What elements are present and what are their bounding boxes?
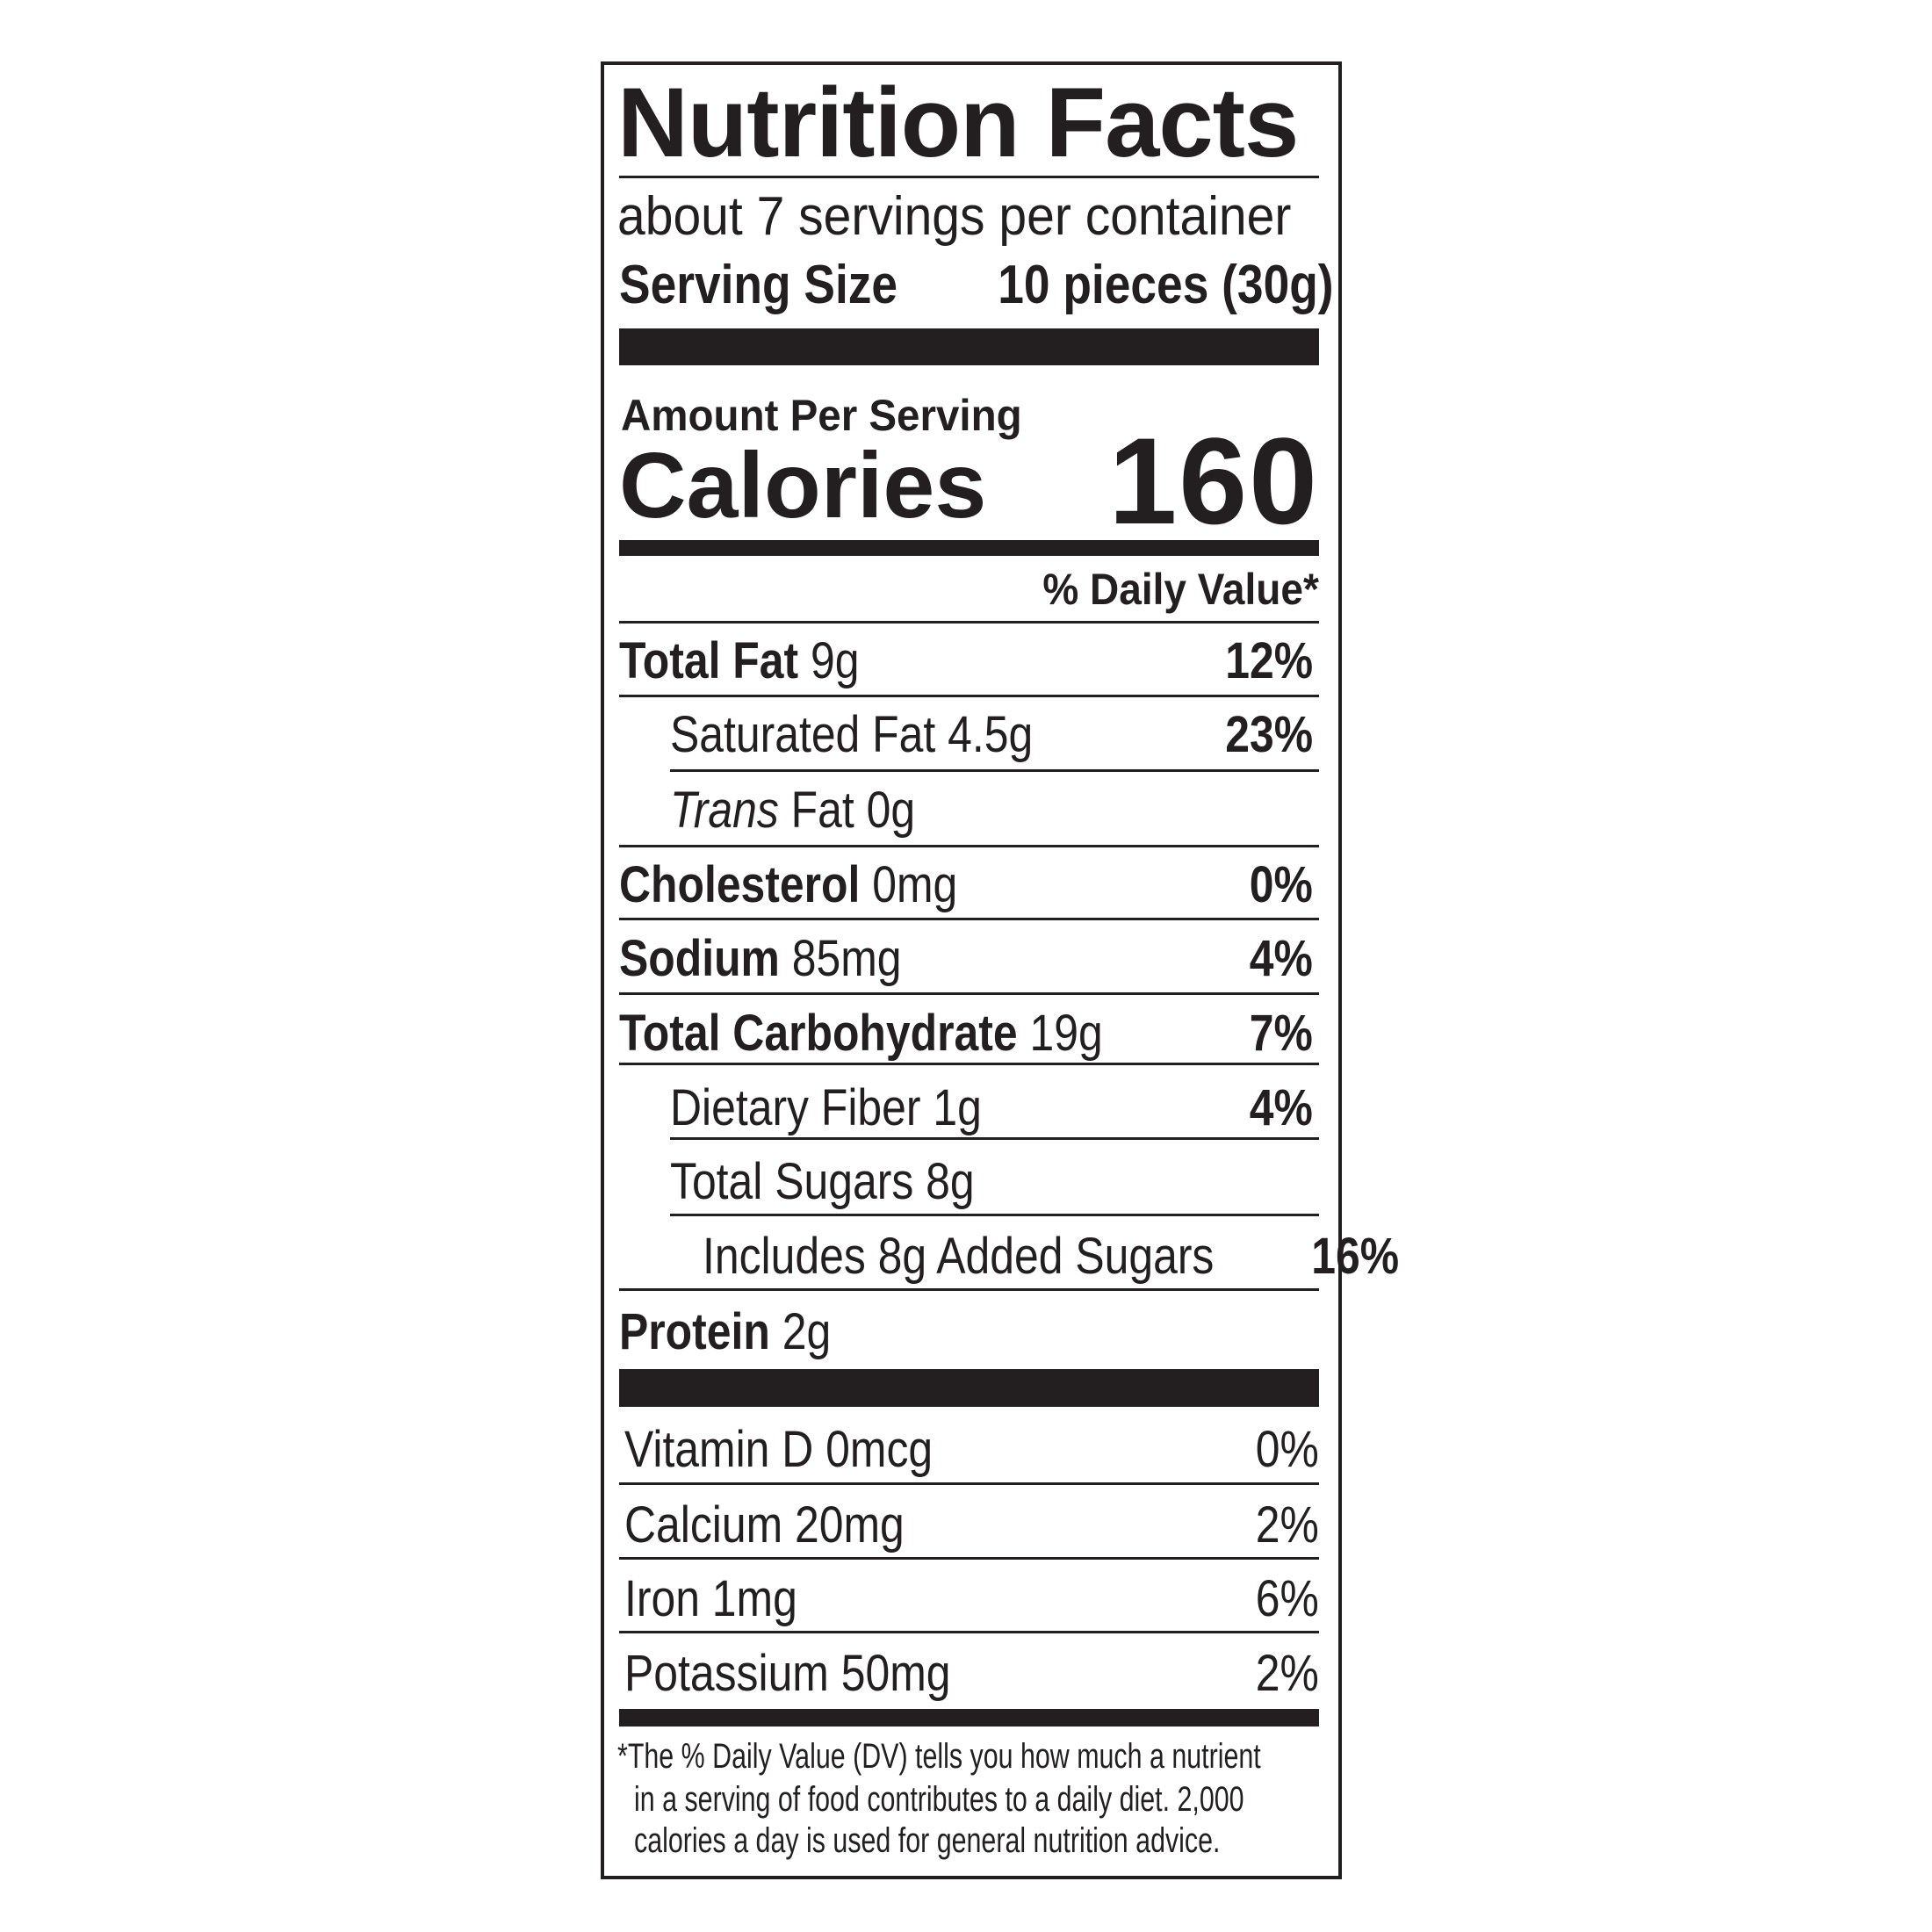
thick-bar-bottom [619,1709,1319,1727]
nutrient-name: Saturated Fat [670,705,936,763]
nutrient-row-dietary-fiber: Dietary Fiber 1g 4% [670,1077,1313,1138]
rule [619,695,1319,697]
rule [619,1288,1319,1291]
serving-size-label: Serving Size [619,254,898,315]
calories-value: 160 [1108,412,1319,550]
nutrient-name-italic: Trans [670,781,779,839]
thick-bar-calories [619,540,1319,556]
rule [619,845,1319,847]
nutrient-row-added-sugars: Includes 8g Added Sugars 16% [703,1225,1399,1287]
nutrient-name: Fat [790,781,854,839]
serving-size-value: 10 pieces (30g) [997,254,1334,315]
nutrient-dv: 7% [1249,1004,1313,1062]
nutrient-amount: 8g [926,1152,975,1210]
nutrient-row-protein: Protein 2g [619,1301,1313,1362]
thick-bar-vitamins [619,1369,1319,1407]
nutrient-amount: 85mg [791,929,902,987]
vitamin-dv: 2% [1255,1496,1319,1554]
vitamin-row-potassium: Potassium 50mg 2% [624,1642,1319,1704]
nutrient-name: Total Carbohydrate [619,1004,1018,1062]
label-title: Nutrition Facts [617,68,1299,177]
nutrient-dv: 0% [1249,855,1313,913]
servings-per-container: about 7 servings per container [617,186,1350,248]
footnote-line: *The % Daily Value (DV) tells you how mu… [617,1737,1261,1776]
nutrient-row-cholesterol: Cholesterol 0mg 0% [619,854,1313,915]
vitamin-name: Potassium 50mg [624,1644,951,1702]
nutrient-name: Cholesterol [619,855,861,913]
footnote-line: calories a day is used for general nutri… [634,1821,1221,1860]
daily-value-header-text: % Daily Value* [1042,565,1319,614]
nutrient-dv: 12% [1225,631,1313,689]
nutrient-amount: 9g [810,631,860,689]
nutrient-dv: 23% [1225,705,1313,763]
vitamin-name: Iron 1mg [624,1569,797,1627]
nutrient-amount: 1g [933,1078,982,1136]
vitamin-dv: 0% [1255,1420,1319,1478]
nutrient-name: Total Fat [619,631,799,689]
nutrient-name: Protein [619,1302,770,1360]
title-rule [619,176,1319,178]
nutrient-amount: 4.5g [948,705,1034,763]
nutrient-row-saturated-fat: Saturated Fat 4.5g 23% [670,703,1313,765]
footnote-line: in a serving of food contributes to a da… [634,1780,1244,1819]
nutrient-dv: 4% [1249,1078,1313,1136]
rule [619,918,1319,920]
vitamin-row-calcium: Calcium 20mg 2% [624,1494,1319,1555]
rule [670,1137,1319,1140]
rule [619,1631,1319,1633]
rule [670,1214,1319,1216]
nutrient-name: Total Sugars [670,1152,914,1210]
vitamin-name: Calcium 20mg [624,1496,905,1554]
nutrient-dv: 16% [1311,1227,1400,1285]
vitamin-dv: 2% [1255,1644,1319,1702]
nutrient-amount: 0mg [872,855,958,913]
servings-text: about 7 servings per container [617,186,1292,247]
nutrient-amount: 19g [1029,1004,1103,1062]
nutrient-dv: 4% [1249,929,1313,987]
vitamin-row-iron: Iron 1mg 6% [624,1568,1319,1629]
thick-bar-top [619,328,1319,365]
rule [619,1063,1319,1065]
nutrient-amount: 0g [866,781,916,839]
daily-value-header: % Daily Value* [1019,565,1319,614]
nutrient-row-total-carbohydrate: Total Carbohydrate 19g 7% [619,1002,1313,1063]
nutrient-name: Dietary Fiber [670,1078,921,1136]
nutrient-name: Sodium [619,929,780,987]
vitamin-dv: 6% [1255,1569,1319,1627]
nutrient-row-total-sugars: Total Sugars 8g [670,1150,1313,1212]
calories-label: Calories [619,434,987,537]
nutrient-row-sodium: Sodium 85mg 4% [619,927,1313,989]
vitamin-row-vitamin-d: Vitamin D 0mcg 0% [624,1418,1319,1480]
rule [619,1482,1319,1485]
rule [619,1557,1319,1560]
rule [619,621,1319,624]
nutrient-row-trans-fat: Trans Fat 0g [670,779,1313,840]
vitamin-name: Vitamin D 0mcg [624,1420,934,1478]
nutrient-row-total-fat: Total Fat 9g 12% [619,630,1313,691]
nutrient-amount: 2g [782,1302,832,1360]
nutrition-facts-panel [601,61,1342,1879]
amount-per-serving: Amount Per Serving [621,391,1043,440]
amount-per-serving-text: Amount Per Serving [621,391,1022,440]
serving-size-row: Serving Size 10 pieces (30g) [619,254,1333,315]
nutrient-name: Includes 8g Added Sugars [703,1227,1215,1285]
rule [670,769,1319,772]
rule [619,992,1319,995]
